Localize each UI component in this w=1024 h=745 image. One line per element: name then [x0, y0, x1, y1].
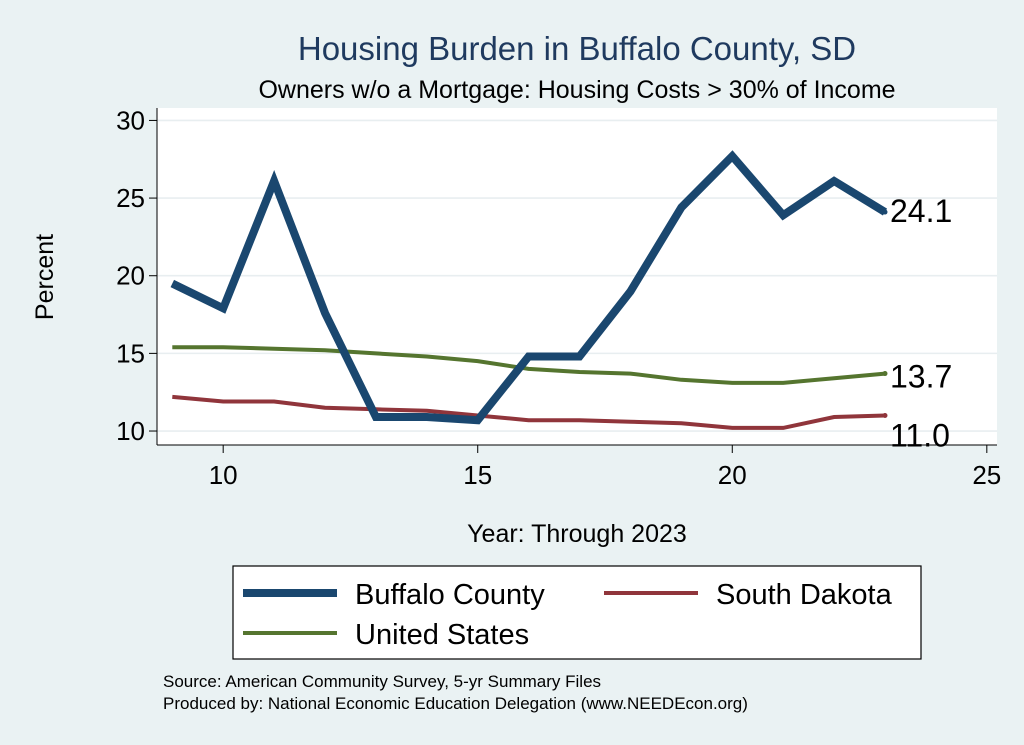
end-label-south-dakota: 11.0: [890, 417, 950, 453]
legend: Buffalo County South Dakota United States: [232, 565, 922, 660]
legend-label: South Dakota: [716, 579, 893, 611]
end-point-marker: [882, 371, 888, 377]
end-point-marker: [882, 209, 888, 215]
y-axis-label: Percent: [31, 234, 59, 320]
end-label-united-states: 13.7: [890, 359, 952, 395]
series-line-united-states: [172, 345, 886, 385]
legend-label: Buffalo County: [355, 579, 545, 611]
series-line-buffalo-county: [170, 150, 888, 425]
y-tick-label: 20: [116, 261, 145, 291]
series-line-south-dakota: [172, 394, 886, 430]
y-tick-label: 15: [116, 338, 145, 368]
x-axis-label: Year: Through 2023: [467, 520, 687, 548]
x-tick-label: 20: [718, 460, 747, 490]
legend-box: [232, 565, 922, 660]
chart-subtitle: Owners w/o a Mortgage: Housing Costs > 3…: [258, 76, 895, 104]
x-tick-label: 15: [463, 460, 492, 490]
end-point-marker: [882, 412, 888, 418]
source-line-1: Source: American Community Survey, 5-yr …: [163, 672, 601, 691]
legend-label: United States: [355, 619, 529, 651]
series-layer: [170, 150, 888, 430]
y-tick-label: 30: [116, 105, 145, 135]
end-label-buffalo-county: 24.1: [890, 193, 952, 229]
source-line-2: Produced by: National Economic Education…: [163, 694, 748, 713]
x-tick-label: 10: [209, 460, 238, 490]
x-tick-label: 25: [972, 460, 1001, 490]
y-tick-label: 10: [116, 416, 145, 446]
chart-title: Housing Burden in Buffalo County, SD: [298, 30, 856, 67]
end-labels: 24.1 11.0 13.7: [882, 193, 952, 453]
y-axis-ticks: 10 15 20 25 30: [116, 105, 157, 446]
y-tick-label: 25: [116, 183, 145, 213]
x-axis-ticks: 10 15 20 25: [209, 445, 1001, 490]
